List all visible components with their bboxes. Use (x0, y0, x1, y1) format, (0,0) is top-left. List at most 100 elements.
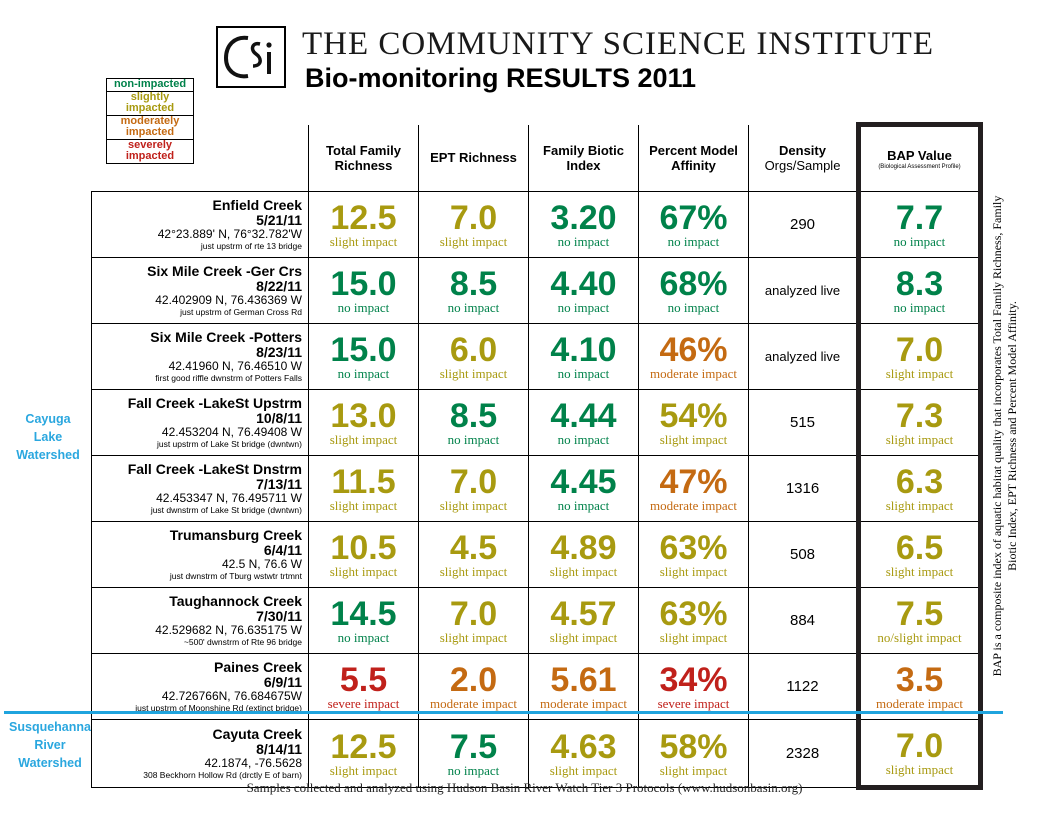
ept-value: 6.0 (449, 330, 498, 369)
richness-impact: no impact (337, 629, 390, 645)
bap-value: 6.3 (895, 462, 944, 501)
ept-value: 8.5 (449, 264, 498, 303)
site-note: just upstrm of Lake St bridge (dwntwn) (156, 439, 302, 449)
fbi-value: 4.40 (550, 264, 617, 303)
site-note: first good riffle dwnstrm of Potters Fal… (155, 373, 302, 383)
site-note: just dwnstrm of Lake St bridge (dwntwn) (150, 505, 302, 515)
header-richness: Total Family Richness (308, 124, 419, 192)
bap-cell: 7.0 slight impact (856, 719, 983, 790)
ept-impact: slight impact (439, 629, 508, 645)
density-value: analyzed live (764, 282, 841, 298)
bap-cell: 7.5 no/slight impact (856, 587, 983, 654)
pma-impact: moderate impact (650, 497, 737, 513)
pma-cell: 58% slight impact (638, 719, 749, 788)
bap-impact: no impact (893, 233, 946, 249)
sample-date: 8/14/11 (256, 741, 302, 757)
site-note: just upstrm of rte 13 bridge (200, 241, 302, 251)
header-pma: Percent Model Affinity (638, 124, 749, 192)
sample-date: 8/23/11 (256, 344, 302, 360)
richness-value: 14.5 (330, 594, 397, 633)
legend-item: severely impacted (125, 138, 175, 162)
header-site (92, 125, 309, 192)
header-density-label: Density (779, 142, 826, 158)
bap-value: 7.3 (895, 396, 944, 435)
ept-value: 4.5 (449, 528, 498, 567)
pma-impact: moderate impact (650, 365, 737, 381)
footer-note: Samples collected and analyzed using Hud… (246, 780, 803, 795)
table-row: Six Mile Creek -Ger Crs 8/22/11 42.402909 … (91, 257, 983, 324)
site-cell: Fall Creek -LakeSt Dnstrm 7/13/11 42.45334… (91, 455, 309, 522)
org-name: The Community Science Institute (302, 26, 934, 62)
richness-cell: 12.5 slight impact (308, 719, 419, 788)
bap-value: 8.3 (895, 264, 944, 303)
watershed-cayuga: Cayuga Lake Watershed (12, 410, 84, 464)
fbi-impact: moderate impact (540, 695, 627, 711)
sample-date: 10/8/11 (256, 410, 302, 426)
pma-impact: slight impact (659, 563, 728, 579)
ept-cell: 6.0 slight impact (418, 323, 529, 390)
richness-cell: 15.0 no impact (308, 323, 419, 390)
richness-value: 12.5 (330, 198, 397, 237)
ept-value: 7.0 (449, 198, 498, 237)
ept-cell: 8.5 no impact (418, 257, 529, 324)
pma-cell: 67% no impact (638, 191, 749, 258)
richness-value: 12.5 (330, 727, 397, 766)
pma-impact: slight impact (659, 762, 728, 778)
density-cell: analyzed live (748, 257, 859, 324)
bap-value: 7.0 (895, 330, 944, 369)
density-value: 515 (789, 413, 816, 431)
fbi-impact: no impact (557, 431, 610, 447)
density-cell: 515 (748, 389, 859, 456)
table-row: Fall Creek -LakeSt Dnstrm 7/13/11 42.45334… (91, 455, 983, 522)
bap-cell: 7.7 no impact (856, 191, 983, 258)
bap-impact: no impact (893, 299, 946, 315)
csi-logo-mark (223, 35, 272, 79)
site-name: Paines Creek (214, 659, 302, 675)
table-body: Enfield Creek 5/21/11 42°23.889' N, 76°32.… (91, 191, 983, 790)
table-row: Six Mile Creek -Potters 8/23/11 42.41960 N… (91, 323, 983, 390)
bap-value: 7.0 (895, 726, 944, 765)
bap-cell: 3.5 moderate impact (856, 653, 983, 720)
table-row: Enfield Creek 5/21/11 42°23.889' N, 76°32.… (91, 191, 983, 258)
site-coords: 42°23.889' N, 76°32.782'W (157, 227, 302, 241)
fbi-impact: no impact (557, 233, 610, 249)
richness-value: 10.5 (330, 528, 397, 567)
bap-value: 6.5 (895, 528, 944, 567)
site-cell: Six Mile Creek -Ger Crs 8/22/11 42.402909 … (91, 257, 309, 324)
site-note: 308 Beckhorn Hollow Rd (drctly E of barn… (143, 770, 302, 780)
ept-value: 2.0 (449, 660, 498, 699)
site-coords: 42.402909 N, 76.436369 W (155, 293, 302, 307)
pma-impact: no impact (667, 233, 720, 249)
site-name: Six Mile Creek -Ger Crs (147, 263, 302, 279)
ept-cell: 7.0 slight impact (418, 191, 529, 258)
site-coords: 42.453204 N, 76.49408 W (161, 425, 302, 439)
ept-impact: no impact (447, 762, 500, 778)
bap-impact: moderate impact (876, 695, 963, 711)
pma-value: 54% (659, 396, 728, 435)
density-cell: 290 (748, 191, 859, 258)
table-row: Cayuta Creek 8/14/11 42.1874, -76.5628 308 … (91, 719, 983, 790)
site-name: Enfield Creek (212, 197, 302, 213)
richness-cell: 10.5 slight impact (308, 521, 419, 588)
bap-cell: 7.0 slight impact (856, 323, 983, 390)
richness-impact: slight impact (329, 233, 398, 249)
bap-cell: 6.3 slight impact (856, 455, 983, 522)
site-cell: Taughannock Creek 7/30/11 42.529682 N, 76.… (91, 587, 309, 654)
fbi-value: 4.45 (550, 462, 617, 501)
sample-date: 7/30/11 (256, 608, 302, 624)
bap-cell: 6.5 slight impact (856, 521, 983, 588)
richness-impact: slight impact (329, 431, 398, 447)
density-value: 508 (789, 545, 816, 563)
sample-date: 8/22/11 (256, 278, 302, 294)
site-cell: Cayuta Creek 8/14/11 42.1874, -76.5628 308 … (91, 719, 309, 788)
richness-impact: no impact (337, 299, 390, 315)
table-row: Fall Creek -LakeSt Upstrm 10/8/11 42.45320… (91, 389, 983, 456)
fbi-impact: slight impact (549, 762, 618, 778)
ept-cell: 2.0 moderate impact (418, 653, 529, 720)
pma-value: 63% (659, 594, 728, 633)
pma-value: 58% (659, 727, 728, 766)
density-cell: 1316 (748, 455, 859, 522)
site-note: just upstrm of Moonshine Rd (extinct bri… (135, 703, 302, 713)
